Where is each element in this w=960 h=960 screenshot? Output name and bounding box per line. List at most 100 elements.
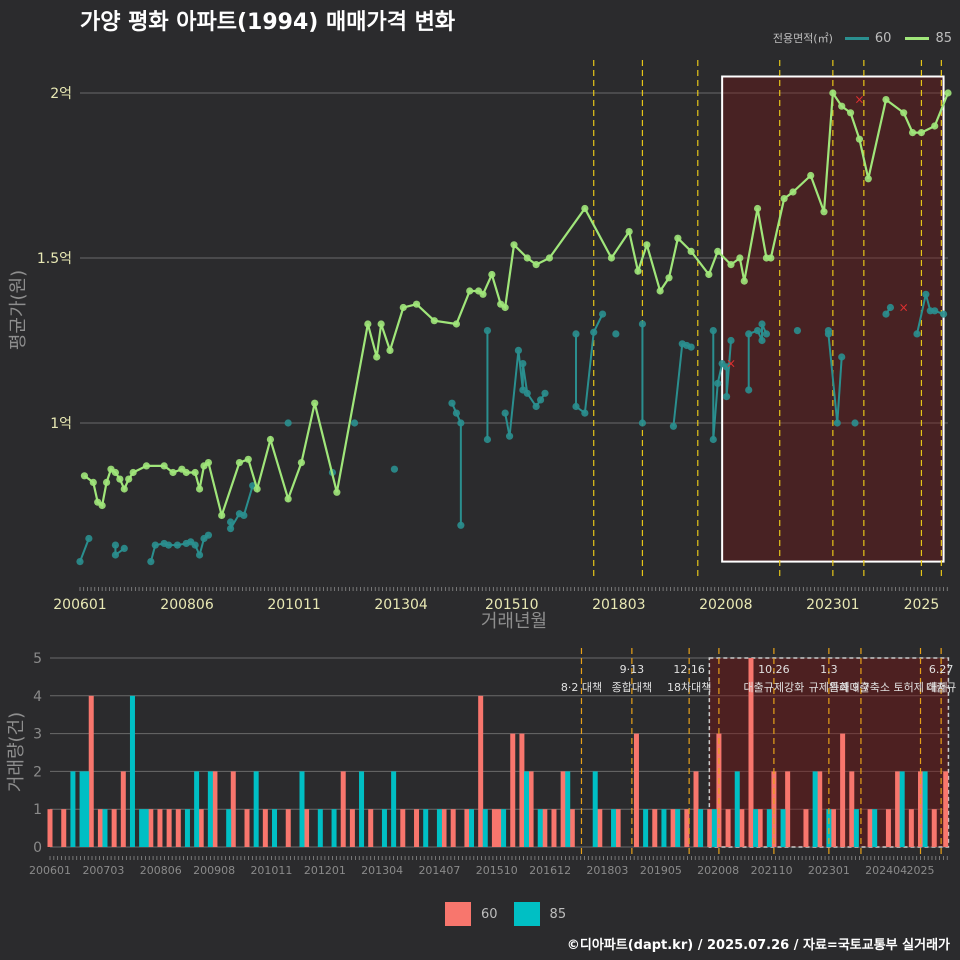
event-name-label: 18차대책 (667, 681, 711, 694)
volume-bar-85 (317, 809, 323, 847)
volume-bar-85 (331, 809, 337, 847)
series-85-point (501, 303, 509, 312)
volume-x-tick-label: 200601 (29, 864, 71, 877)
event-name-label: 8·2 대책 (561, 681, 602, 694)
series-85-point (142, 462, 151, 470)
series-85-point (266, 435, 275, 444)
series-60-point (824, 330, 833, 338)
volume-bar-60 (840, 733, 846, 847)
series-85-point (510, 241, 518, 249)
series-85-point (634, 267, 642, 275)
volume-bar-60 (867, 809, 873, 847)
legend-label-85: 85 (935, 30, 952, 46)
legend-swatch-85 (905, 36, 930, 40)
volume-x-tick-label: 201011 (250, 864, 292, 877)
volume-bar-85 (675, 809, 681, 847)
series-60-point (514, 346, 523, 354)
volume-x-tick-label: 201510 (476, 864, 518, 877)
series-60-point (523, 389, 531, 397)
series-85-point (169, 468, 177, 477)
volume-bar-60 (693, 771, 699, 847)
volume-bar-60 (175, 809, 181, 847)
series-85-point (931, 122, 939, 130)
price-x-tick-label: 200601 (53, 597, 106, 613)
volume-bar-60 (560, 771, 566, 847)
series-85-point (116, 475, 124, 483)
series-85-point (705, 270, 713, 279)
price-tick-label: 2억 (50, 86, 72, 102)
series-60-point (147, 558, 155, 566)
volume-bar-85 (734, 771, 740, 847)
series-60-point (111, 551, 120, 559)
volume-bar-85 (523, 771, 529, 847)
series-85-point (195, 485, 204, 493)
series-60-point (669, 422, 678, 430)
series-60-point (532, 402, 540, 411)
series-85-point (882, 96, 890, 104)
volume-bar-85 (226, 809, 232, 847)
series-60-point (541, 389, 549, 397)
series-85-point (532, 261, 540, 269)
event-date-label: 10.26 (758, 663, 790, 676)
series-60-point (758, 320, 766, 328)
volume-bar-60 (597, 809, 603, 847)
series-60-segment (508, 350, 520, 437)
series-85-point (687, 247, 695, 255)
volume-bar-85 (812, 771, 818, 847)
volume-bar-60 (441, 809, 447, 847)
series-60-point (714, 379, 722, 387)
series-85-point (714, 247, 722, 255)
volume-bar-60 (166, 809, 172, 847)
series-60-segment (583, 332, 595, 414)
volume-x-tick-label: 200908 (193, 864, 235, 877)
volume-bar-60 (97, 809, 103, 847)
volume-bar-85 (207, 771, 213, 847)
volume-bar-85 (194, 771, 200, 847)
volume-x-tick-label: 202404 (865, 864, 907, 877)
price-x-tick-label: 201304 (374, 597, 428, 613)
series-85-point (944, 89, 952, 97)
series-85-point (452, 320, 461, 328)
volume-bar-60 (707, 809, 713, 847)
series-85-point (789, 188, 797, 196)
volume-bar-85 (780, 809, 786, 847)
volume-bar-85 (84, 771, 90, 847)
volume-bar-60 (757, 809, 763, 847)
series-60-point (151, 541, 159, 549)
series-60-point (722, 393, 731, 401)
volume-bar-85 (611, 809, 617, 847)
series-60-point (501, 409, 509, 417)
footer-credit: ©디아파트(dapt.kr) / 2025.07.26 / 자료=국토교통부 실… (566, 938, 950, 953)
volume-bar-60 (895, 771, 901, 847)
series-60-point (519, 360, 527, 368)
volume-bar-60 (569, 809, 575, 847)
volume-bar-60 (400, 809, 406, 847)
volume-bar-85 (501, 809, 507, 847)
series-85-point (581, 204, 589, 213)
event-name-label: 대출규제강화 (744, 681, 805, 694)
series-85-point (523, 254, 531, 262)
legend-swatch-60 (844, 36, 869, 40)
series-60-point (753, 327, 762, 335)
volume-tick-label: 4 (33, 689, 42, 705)
series-60-segment (712, 383, 719, 440)
series-60-point (448, 399, 456, 407)
volume-bar-60 (349, 809, 355, 847)
volume-bar-60 (908, 809, 914, 847)
price-y-axis-label: 평균가(원) (8, 270, 29, 350)
volume-y-axis-label: 거래량(건) (6, 712, 27, 792)
volume-bar-60 (739, 809, 745, 847)
series-60-point (598, 310, 607, 318)
series-60-point (111, 541, 120, 549)
price-x-tick-label: 201510 (485, 597, 538, 613)
series-60-point (483, 435, 492, 444)
series-60-segment (916, 294, 927, 335)
volume-bar-60 (943, 771, 949, 847)
volume-bar-60 (519, 733, 525, 847)
volume-bar-60 (304, 809, 310, 847)
volume-bar-60 (652, 809, 658, 847)
volume-bar-60 (542, 809, 548, 847)
bar-legend-swatch-60 (445, 902, 471, 926)
series-85-point (373, 353, 381, 361)
series-85-point (656, 287, 664, 295)
